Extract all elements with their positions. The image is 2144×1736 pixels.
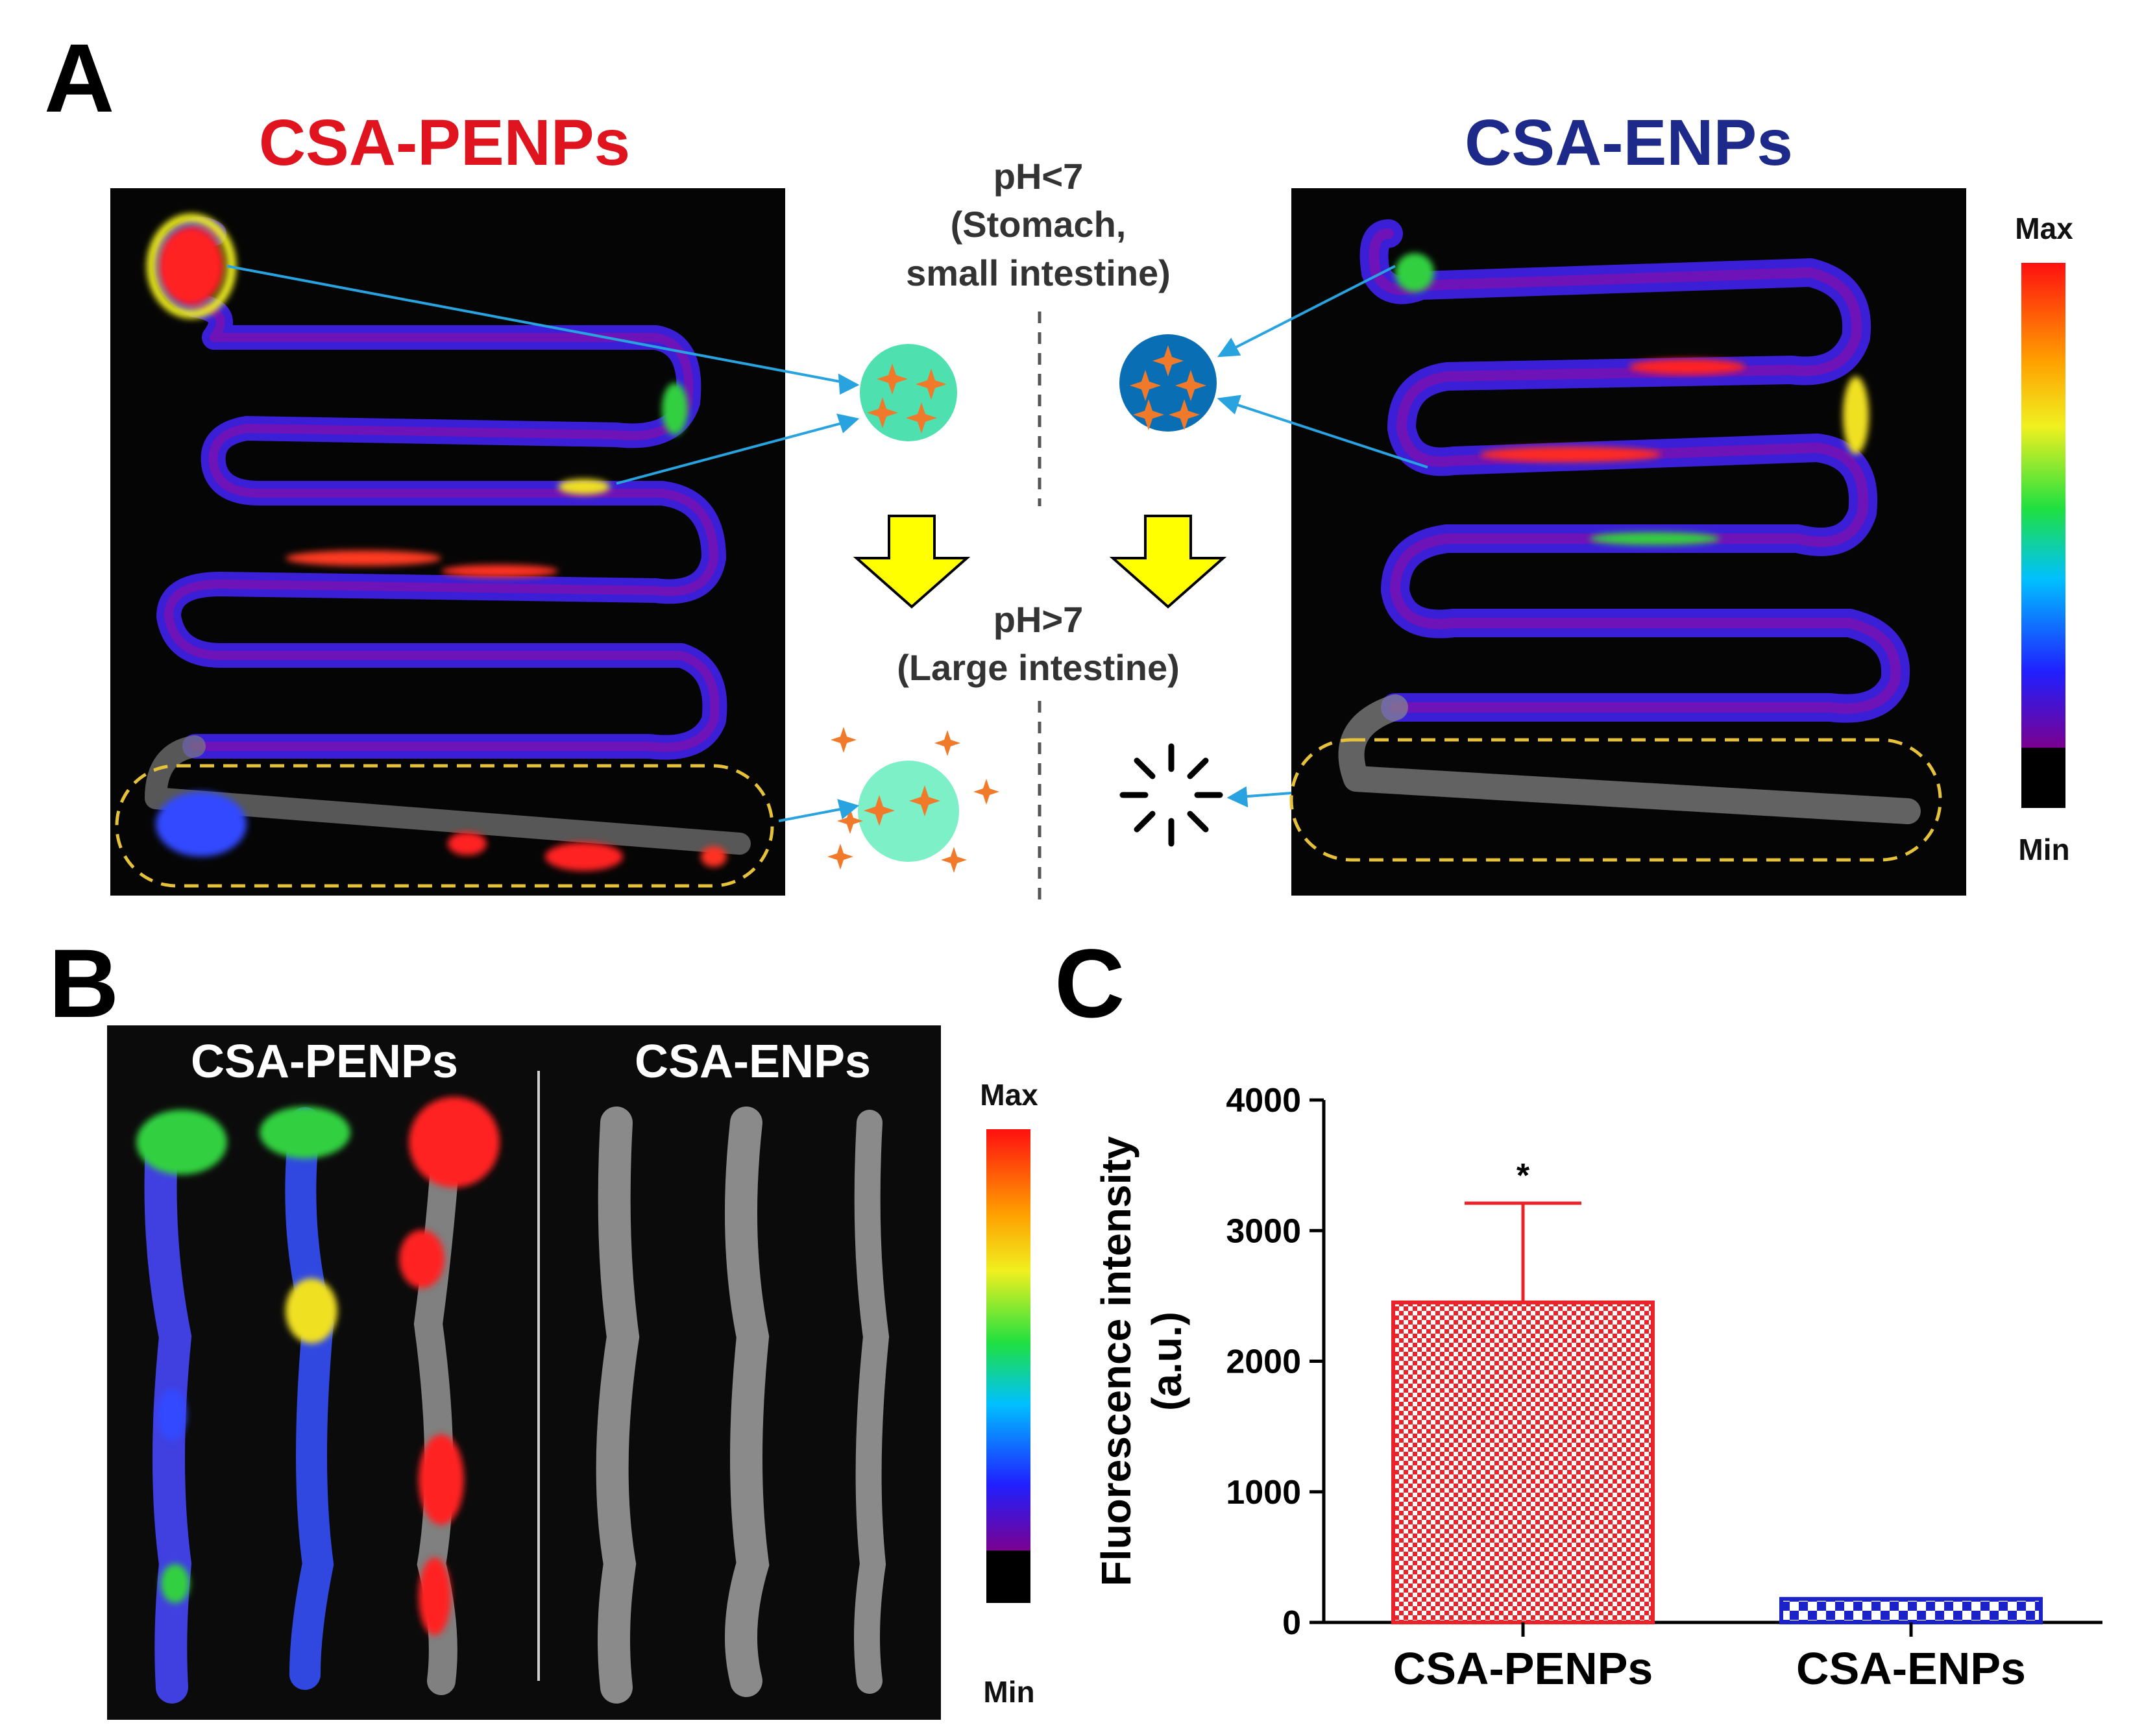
penps-intact-particle xyxy=(860,344,957,441)
acid-ph-region-1: (Stomach, xyxy=(950,204,1127,245)
penps-large-intestine-region xyxy=(115,764,774,888)
panel-b-image xyxy=(107,1025,941,1720)
y-tick-label: 3000 xyxy=(1226,1212,1301,1250)
enps-large-intestine-region xyxy=(1289,738,1942,862)
acid-ph-label: pH<7 (Stomach, small intestine) xyxy=(876,153,1200,297)
panel-b-left-label: CSA-PENPs xyxy=(190,1036,459,1088)
fluorescence-bar-chart: 0 1000 2000 3000 4000 Fluorescence intensity(… xyxy=(1093,1082,2102,1694)
panel-b-right-label: CSA-ENPs xyxy=(634,1036,871,1088)
bar-csa-penps xyxy=(1391,1300,1655,1624)
panel-a-right-title: CSA-ENPs xyxy=(1465,106,1793,179)
y-axis-unit-label: (a.u.) xyxy=(1143,1312,1190,1411)
penps-drug-markers xyxy=(867,363,947,434)
panel-a-graphic xyxy=(110,188,2065,902)
significance-marker: * xyxy=(1517,1157,1530,1195)
panel-a-colorbar xyxy=(2021,263,2065,808)
pointer-lines xyxy=(226,265,1428,822)
panel-b-graphic xyxy=(107,1025,1030,1720)
x-tick-label: CSA-ENPs xyxy=(1796,1643,2026,1694)
panel-c-letter: C xyxy=(1054,929,1125,1038)
penps-released-particle xyxy=(858,761,959,862)
x-tick-label: CSA-PENPs xyxy=(1393,1643,1653,1694)
enps-drug-markers xyxy=(1130,345,1206,430)
enps-down-arrow xyxy=(1109,515,1227,609)
acid-ph-value: pH<7 xyxy=(993,156,1084,197)
penps-released-drug-markers xyxy=(827,727,999,873)
y-tick-label: 4000 xyxy=(1226,1082,1301,1119)
panel-a-left-title: CSA-PENPs xyxy=(258,106,631,179)
panel-a-colorbar-min: Min xyxy=(2018,833,2070,866)
penps-down-arrow xyxy=(853,515,971,609)
enps-intact-particle xyxy=(1119,334,1217,432)
panel-a-letter: A xyxy=(44,23,115,132)
y-axis-label: Fluorescence intensity xyxy=(1093,1136,1139,1586)
panel-b-letter: B xyxy=(49,929,119,1038)
panel-b-colorbar-max: Max xyxy=(980,1078,1038,1112)
basic-ph-label: pH>7 (Large intestine) xyxy=(844,596,1233,692)
acid-ph-region-2: small intestine) xyxy=(906,252,1171,293)
panel-b-colorbar xyxy=(986,1129,1030,1603)
basic-ph-region: (Large intestine) xyxy=(897,647,1180,689)
bar-csa-enps xyxy=(1779,1596,2043,1625)
panel-a-colorbar-max: Max xyxy=(2015,212,2073,245)
y-tick-label: 1000 xyxy=(1226,1474,1301,1511)
enps-disintegrated-particle xyxy=(1119,743,1223,847)
basic-ph-value: pH>7 xyxy=(993,599,1084,640)
panel-b-colorbar-min: Min xyxy=(983,1675,1035,1709)
y-tick-label: 2000 xyxy=(1226,1343,1301,1381)
y-tick-label: 0 xyxy=(1282,1604,1301,1642)
